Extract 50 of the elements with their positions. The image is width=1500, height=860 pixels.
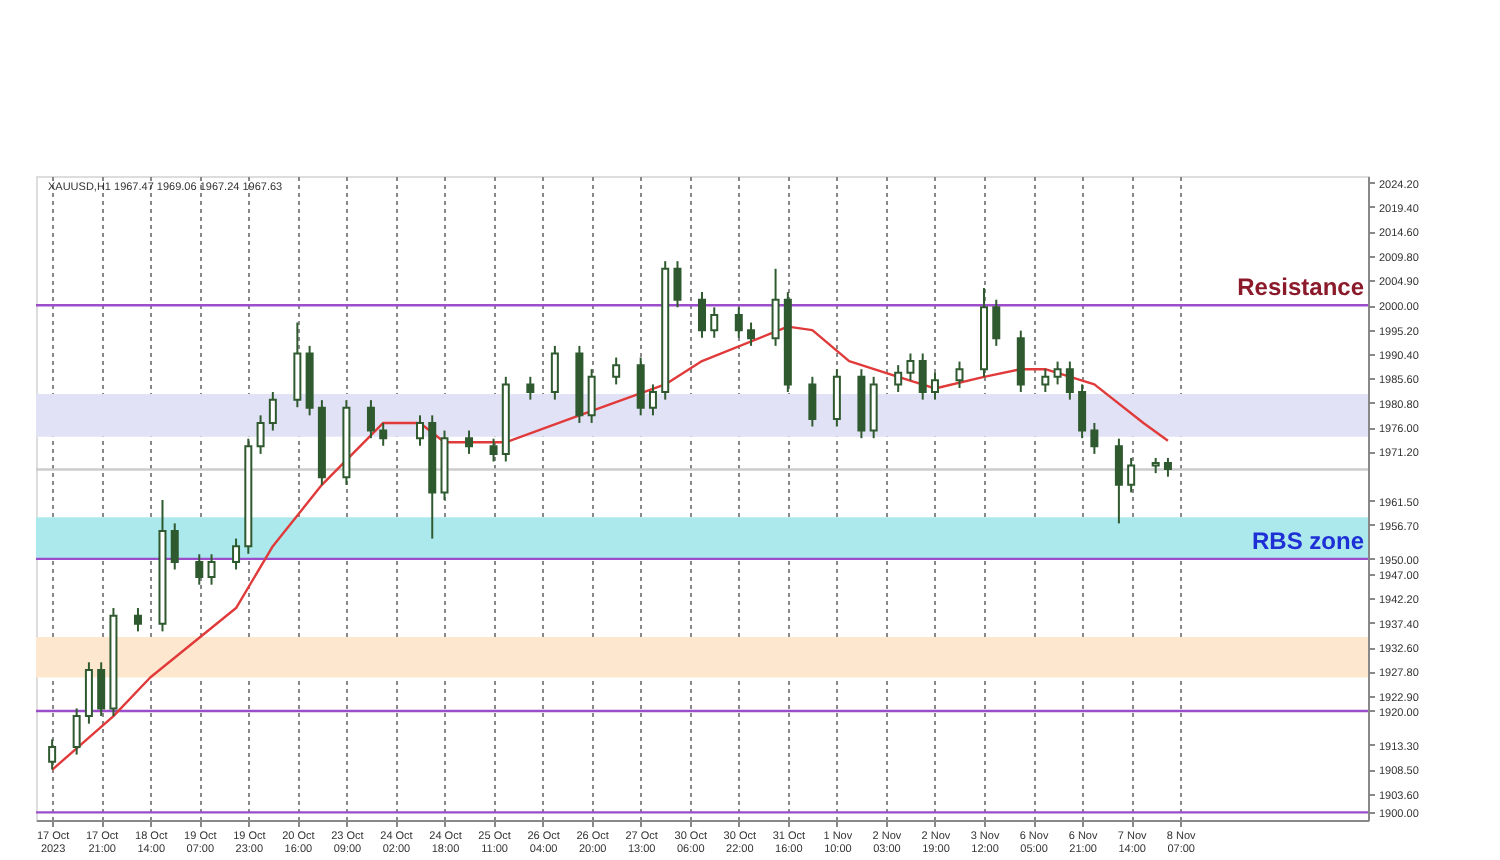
candlestick <box>955 360 964 389</box>
candlestick <box>1065 360 1074 401</box>
candlestick <box>97 661 106 718</box>
candlestick <box>1127 456 1136 494</box>
candlestick <box>465 429 474 455</box>
candlestick <box>869 375 878 440</box>
candlestick <box>832 368 841 428</box>
candlestick <box>84 661 93 725</box>
line-series <box>50 325 1170 771</box>
candlestick <box>992 298 1001 347</box>
candlestick <box>747 321 756 347</box>
candlestick <box>415 414 424 447</box>
candlestick <box>710 306 719 339</box>
candlestick <box>366 399 375 440</box>
candlestick <box>1163 456 1172 478</box>
ref-line-label: RBS zone <box>1251 526 1365 555</box>
candlestick <box>170 522 179 571</box>
candlestick <box>133 607 142 633</box>
candlestick <box>808 375 817 428</box>
candlestick <box>293 321 302 409</box>
candlestick <box>526 375 535 401</box>
candlestick <box>256 414 265 455</box>
candlestick <box>195 553 204 586</box>
candlestick <box>1041 368 1050 394</box>
candlestick <box>1114 437 1123 525</box>
candlestick <box>673 260 682 309</box>
candlestick <box>268 391 277 432</box>
candlestick <box>894 364 903 394</box>
candlestick <box>72 707 81 756</box>
candlestick <box>930 371 939 401</box>
candlestick <box>232 537 241 571</box>
candlestick <box>1016 329 1025 394</box>
candlestick <box>379 421 388 447</box>
candlestick <box>612 356 621 386</box>
candlestick <box>48 738 57 771</box>
candlestick <box>698 291 706 339</box>
candlestick <box>1053 360 1062 386</box>
candlestick <box>1078 383 1087 440</box>
candlestick <box>918 352 927 401</box>
ref-line-label: Resistance <box>1237 273 1365 302</box>
candlestick <box>734 306 743 339</box>
candlestick <box>636 356 645 417</box>
candlestick <box>1090 421 1099 455</box>
candlestick <box>587 368 596 424</box>
candlestick <box>489 437 498 463</box>
candlestick <box>771 267 780 347</box>
candlestick <box>207 553 216 586</box>
candlestick <box>648 383 657 417</box>
candlestick <box>906 352 915 382</box>
candlestick <box>550 344 559 401</box>
